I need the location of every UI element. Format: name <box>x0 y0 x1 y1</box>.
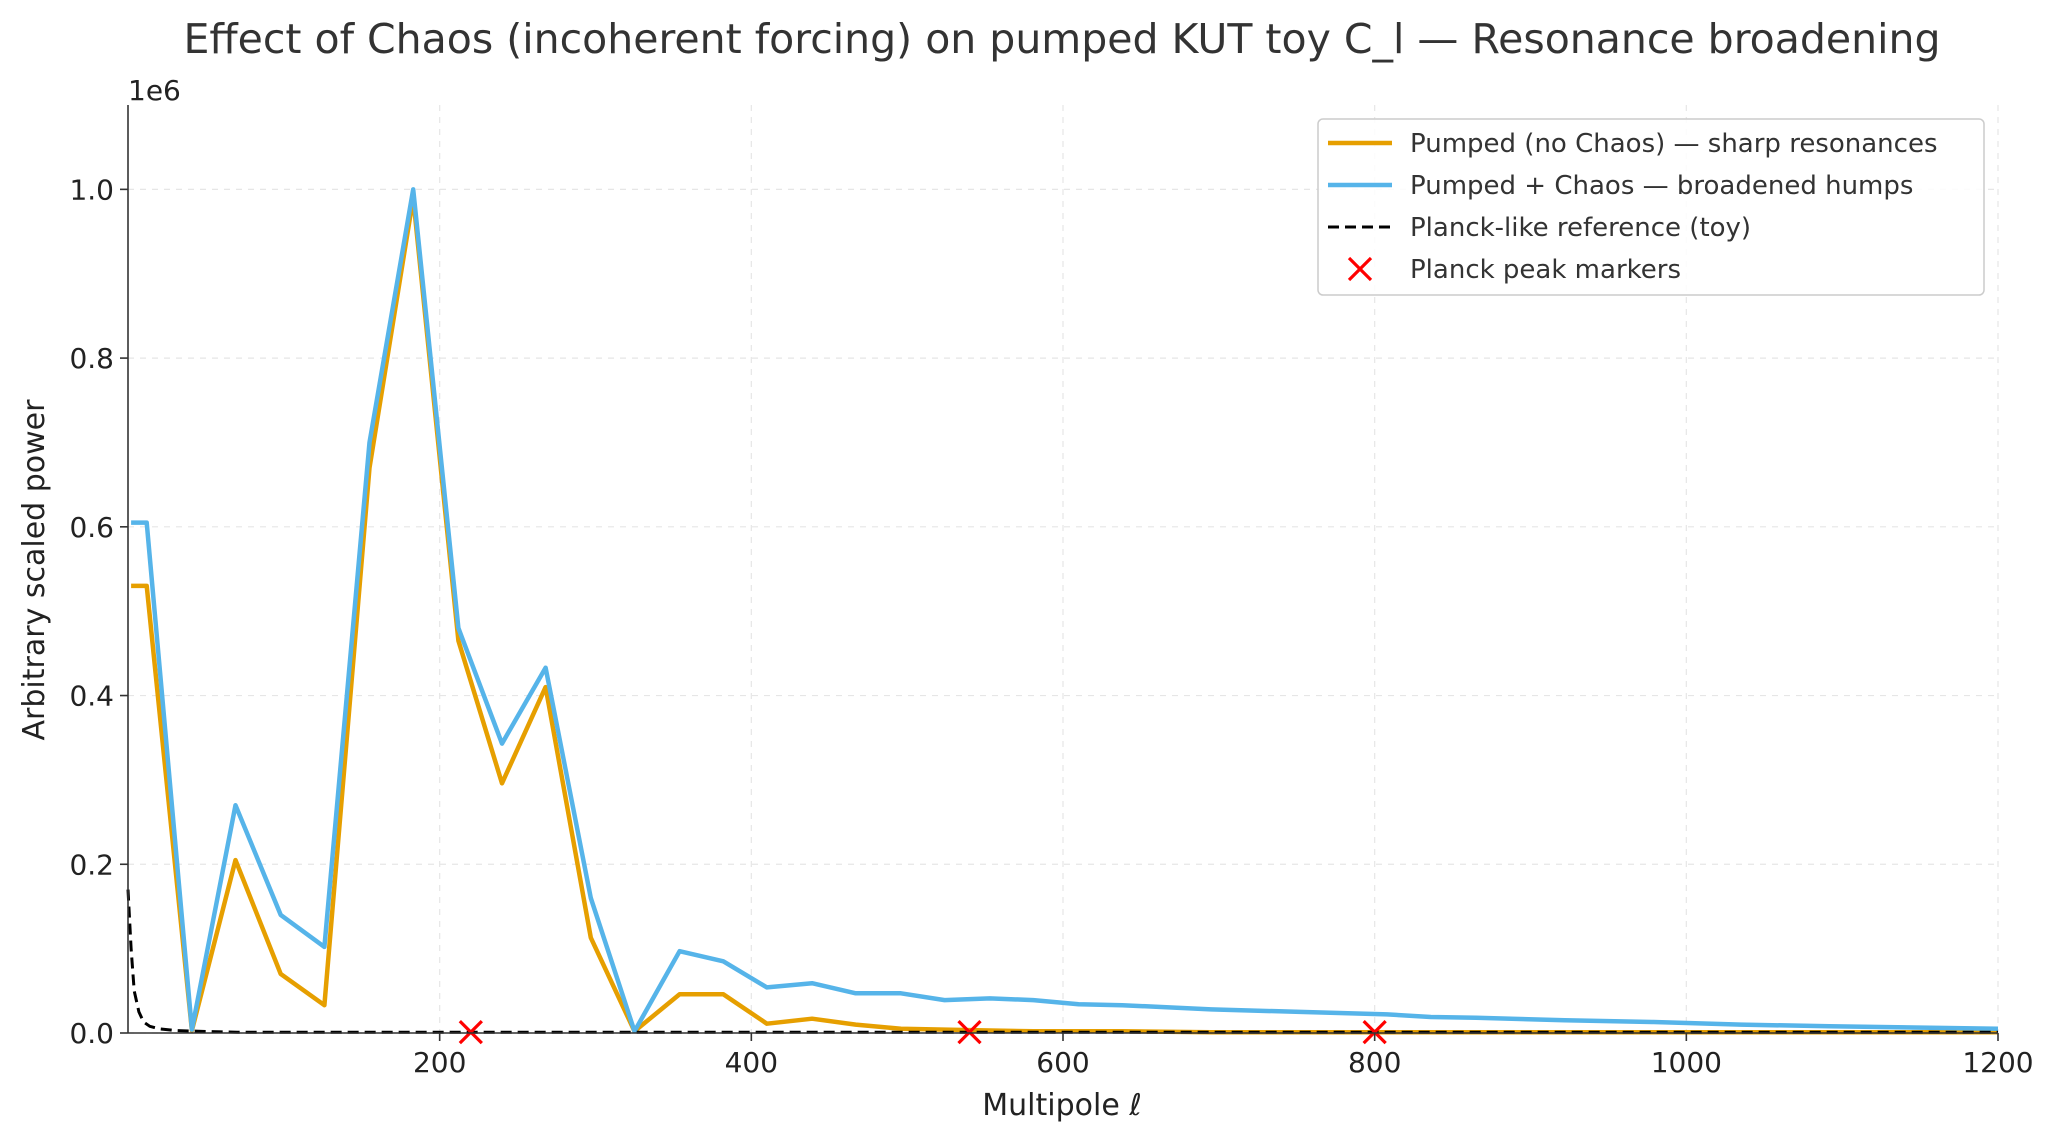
x-tick-label: 400 <box>725 1046 778 1079</box>
legend-label: Planck-like reference (toy) <box>1410 213 1751 243</box>
x-tick-label: 1000 <box>1651 1046 1722 1079</box>
y-tick-label: 0.6 <box>69 511 114 544</box>
y-tick-label: 0.2 <box>69 848 114 881</box>
legend: Pumped (no Chaos) — sharp resonances Pump… <box>1317 118 1985 296</box>
y-tick-label: 1.0 <box>69 173 114 206</box>
y-axis-label: Arbitrary scaled power <box>17 399 52 741</box>
legend-label: Pumped (no Chaos) — sharp resonances <box>1410 129 1938 159</box>
legend-entry-3: Planck peak markers <box>1347 255 1681 285</box>
y-tick-label: 0.4 <box>69 680 114 713</box>
legend-entry-0: Pumped (no Chaos) — sharp resonances <box>1328 129 1938 159</box>
y-tick-label: 0.8 <box>69 342 114 375</box>
y-offset-label: 1e6 <box>128 74 181 107</box>
chart-title: Effect of Chaos (incoherent forcing) on … <box>183 15 1940 63</box>
legend-entry-1: Pumped + Chaos — broadened humps <box>1328 171 1913 201</box>
planck-peak-marker <box>458 1020 483 1045</box>
legend-swatch <box>1347 256 1373 282</box>
series-line-1 <box>131 187 1999 1034</box>
x-tick-label: 600 <box>1036 1046 1089 1079</box>
legend-frame <box>1317 118 1985 296</box>
series-line-0 <box>131 195 1998 1035</box>
x-tick-label: 1200 <box>1962 1046 2033 1079</box>
x-tick-label: 200 <box>413 1046 466 1079</box>
grid-layer <box>128 105 1999 1034</box>
planck-peak-marker <box>957 1020 982 1045</box>
y-tick-labels: 0.0 0.2 0.4 0.6 0.8 1.0 <box>69 173 114 1050</box>
planck-peak-marker <box>1362 1020 1387 1045</box>
marker-layer <box>458 1020 1387 1045</box>
legend-label: Pumped + Chaos — broadened humps <box>1410 171 1913 201</box>
legend-entry-2: Planck-like reference (toy) <box>1328 213 1751 243</box>
y-tick-label: 0.0 <box>69 1017 114 1050</box>
x-tick-labels: 200 400 600 800 1000 1200 <box>413 1046 2034 1079</box>
legend-label: Planck peak markers <box>1410 255 1681 285</box>
axes-layer <box>120 105 1999 1041</box>
x-tick-label: 800 <box>1348 1046 1401 1079</box>
x-axis-label: Multipole ℓ <box>982 1088 1141 1123</box>
